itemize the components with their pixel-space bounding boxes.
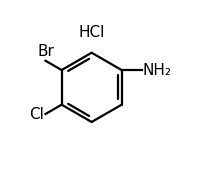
- Text: NH₂: NH₂: [143, 63, 172, 78]
- Text: Cl: Cl: [29, 107, 44, 121]
- Text: Br: Br: [37, 44, 54, 59]
- Text: HCl: HCl: [79, 25, 105, 40]
